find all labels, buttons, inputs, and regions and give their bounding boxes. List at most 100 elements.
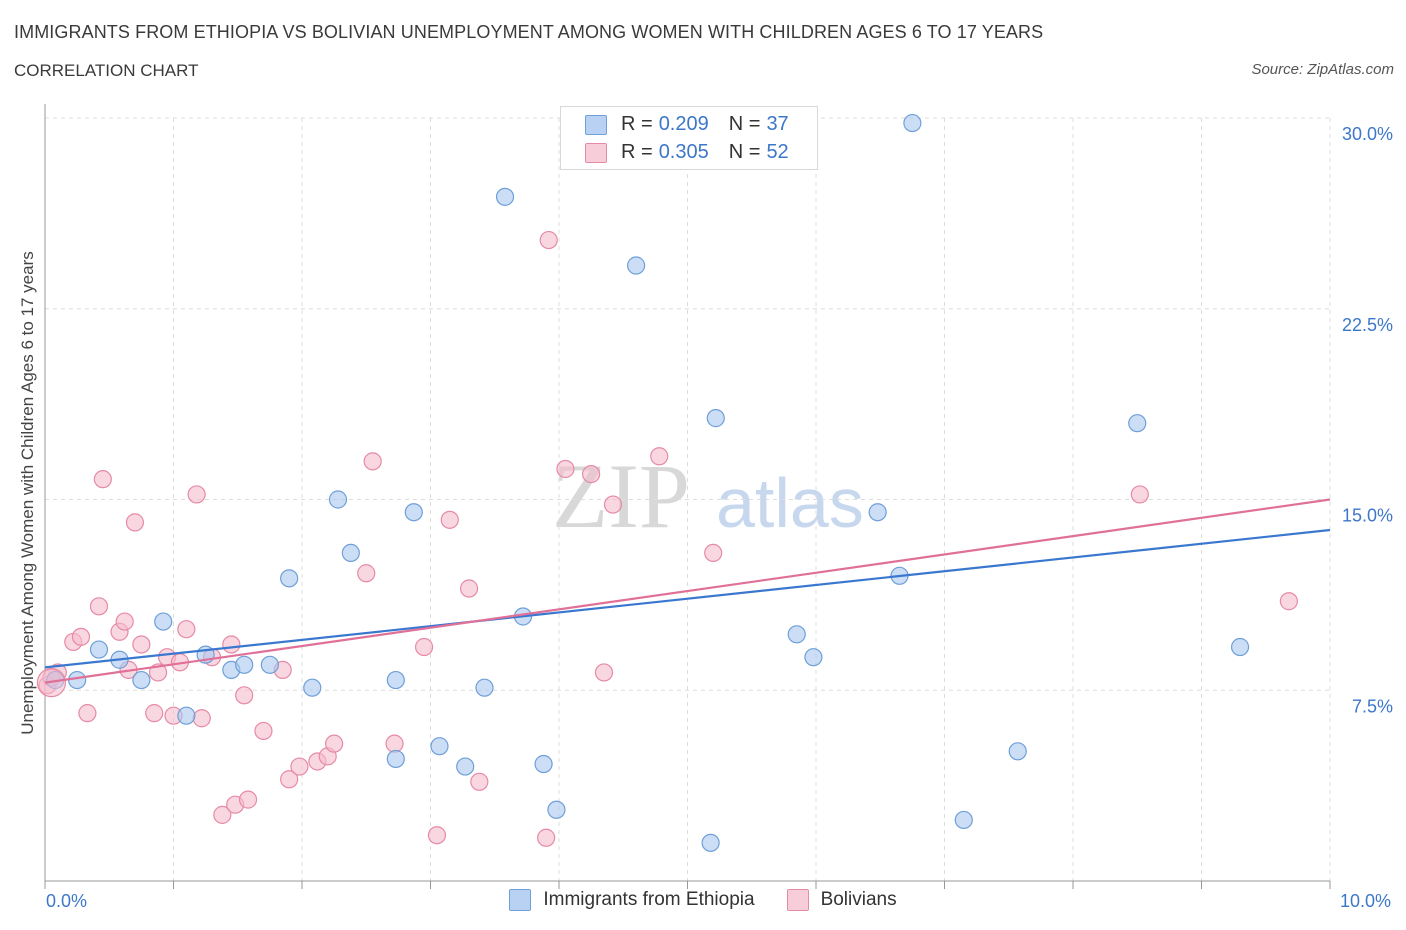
legend-swatch-ethiopia bbox=[585, 114, 607, 135]
ethiopia-point bbox=[430, 737, 449, 756]
legend-item-ethiopia[interactable]: Immigrants from Ethiopia bbox=[509, 889, 755, 911]
bolivia-point bbox=[537, 828, 556, 847]
legend-swatch-ethiopia bbox=[509, 889, 532, 911]
ethiopia-point bbox=[154, 612, 173, 631]
legend-n-value: 37 bbox=[766, 113, 789, 135]
ethiopia-point bbox=[260, 655, 279, 674]
ethiopia-point bbox=[386, 749, 405, 769]
ethiopia-point bbox=[868, 503, 887, 522]
bolivia-point bbox=[325, 734, 344, 753]
ethiopia-point bbox=[701, 833, 720, 852]
bolivia-point bbox=[357, 564, 376, 583]
bolivia-point bbox=[132, 635, 151, 654]
x-tick-min: 0.0% bbox=[46, 891, 88, 911]
ethiopia-point bbox=[534, 754, 553, 774]
watermark: ZIP atlas bbox=[552, 445, 864, 547]
bolivia-point bbox=[594, 663, 614, 682]
bolivia-point bbox=[556, 459, 575, 479]
bolivia-point bbox=[192, 709, 211, 728]
ethiopia-point bbox=[89, 640, 109, 659]
bolivia-point bbox=[71, 627, 91, 646]
legend-n-value: 52 bbox=[766, 141, 789, 163]
ethiopia-point bbox=[328, 490, 348, 509]
watermark-zip: ZIP bbox=[552, 445, 690, 547]
bolivia-point bbox=[1279, 592, 1298, 611]
bolivia-point bbox=[213, 805, 232, 824]
ethiopia-point bbox=[404, 503, 423, 522]
legend-row-bolivia: R = 0.305 N = 52 bbox=[585, 141, 789, 164]
correlation-legend: R = 0.209 N = 37 R = 0.305 N = 52 bbox=[560, 106, 818, 170]
ethiopia-point bbox=[235, 655, 254, 674]
y-tick-label: 30.0% bbox=[1342, 124, 1393, 144]
x-tick-max: 10.0% bbox=[1340, 891, 1392, 911]
ethiopia-point bbox=[456, 757, 475, 776]
bolivia-point bbox=[363, 452, 382, 471]
ethiopia-point bbox=[341, 543, 360, 563]
series-legend: Immigrants from Ethiopia Bolivians bbox=[0, 889, 1406, 911]
legend-item-bolivians[interactable]: Bolivians bbox=[786, 889, 897, 911]
bolivia-point bbox=[222, 635, 241, 654]
legend-label-bolivians: Bolivians bbox=[820, 889, 897, 910]
source-credit: Source: ZipAtlas.com bbox=[1251, 61, 1394, 78]
bolivia-point bbox=[177, 620, 196, 639]
ethiopia-point bbox=[706, 409, 725, 428]
bolivia-point bbox=[125, 513, 145, 532]
ethiopia-point bbox=[1008, 742, 1027, 761]
bolivia-point bbox=[704, 543, 723, 563]
bolivia-point bbox=[582, 464, 601, 484]
bolivia-point bbox=[89, 597, 109, 616]
bolivia-point bbox=[1130, 485, 1149, 504]
y-tick-label: 7.5% bbox=[1352, 696, 1393, 716]
chart-title: IMMIGRANTS FROM ETHIOPIA VS BOLIVIAN UNE… bbox=[14, 22, 1044, 42]
ethiopia-point bbox=[787, 625, 806, 644]
legend-n-label: N = bbox=[728, 113, 761, 135]
bolivia-point bbox=[238, 790, 258, 809]
ethiopia-point bbox=[804, 648, 823, 667]
bolivia-point bbox=[385, 734, 404, 753]
bolivia-point bbox=[650, 447, 669, 466]
y-tick-label: 15.0% bbox=[1342, 506, 1393, 526]
ethiopia-point bbox=[495, 187, 515, 206]
legend-r-value: 0.305 bbox=[658, 141, 709, 163]
bolivia-point bbox=[603, 495, 623, 514]
bolivia-point bbox=[187, 485, 206, 504]
watermark-atlas: atlas bbox=[716, 464, 864, 542]
ethiopia-point bbox=[68, 670, 87, 690]
bolivia-point bbox=[93, 470, 112, 489]
chart-subtitle: CORRELATION CHART bbox=[14, 61, 199, 80]
ethiopia-point bbox=[303, 678, 322, 697]
bolivia-point bbox=[290, 757, 309, 776]
legend-swatch-bolivia bbox=[585, 142, 607, 163]
bolivia-point bbox=[115, 612, 134, 631]
ethiopia-point bbox=[132, 670, 151, 690]
bolivia-point bbox=[78, 704, 97, 723]
bolivia-point bbox=[280, 770, 299, 789]
bolivia-trend-line bbox=[44, 498, 1331, 684]
bolivia-point bbox=[470, 772, 489, 791]
ethiopia-trend-line bbox=[44, 528, 1331, 669]
bolivia-point bbox=[440, 510, 459, 529]
legend-r-value: 0.209 bbox=[658, 113, 709, 135]
ethiopia-point bbox=[903, 113, 922, 133]
ethiopia-point bbox=[386, 670, 405, 690]
ethiopia-point bbox=[954, 810, 973, 830]
legend-r-label: R = bbox=[621, 141, 653, 163]
bolivia-point bbox=[539, 230, 558, 250]
ethiopia-point bbox=[626, 256, 646, 275]
bolivia-point bbox=[145, 704, 164, 723]
ethiopia-point bbox=[1230, 637, 1250, 657]
bolivia-point bbox=[427, 826, 447, 845]
ethiopia-point bbox=[1128, 414, 1147, 433]
legend-label-ethiopia: Immigrants from Ethiopia bbox=[543, 889, 755, 910]
legend-r-label: R = bbox=[621, 113, 653, 135]
ethiopia-point bbox=[475, 678, 494, 697]
bolivia-point bbox=[254, 721, 273, 741]
y-tick-label: 22.5% bbox=[1342, 315, 1393, 335]
legend-swatch-bolivians bbox=[786, 889, 809, 911]
bolivia-point bbox=[414, 637, 434, 657]
bolivia-point bbox=[459, 579, 479, 598]
ethiopia-point bbox=[177, 706, 196, 725]
ethiopia-point bbox=[547, 800, 566, 819]
legend-n-label: N = bbox=[728, 141, 761, 163]
ethiopia-point bbox=[280, 569, 299, 588]
